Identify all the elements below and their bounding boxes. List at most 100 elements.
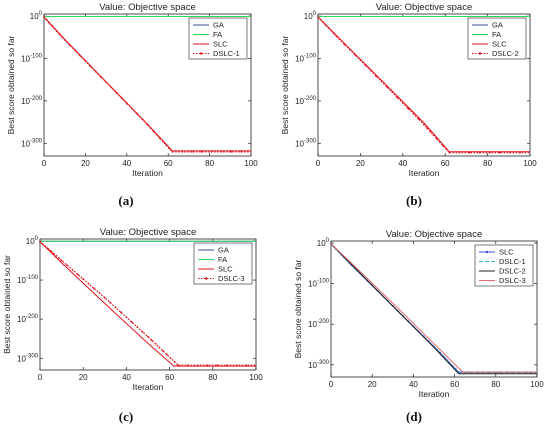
x-tick-label: 20 bbox=[356, 159, 365, 168]
x-tick-label: 40 bbox=[409, 380, 418, 389]
series-marker bbox=[110, 86, 113, 89]
series-marker bbox=[191, 150, 193, 153]
series-marker bbox=[50, 24, 53, 27]
x-tick-label: 80 bbox=[483, 159, 492, 168]
panel-caption: (c) bbox=[119, 409, 133, 424]
series-marker bbox=[52, 252, 55, 255]
series-marker bbox=[488, 151, 491, 154]
series-marker bbox=[162, 350, 165, 352]
series-marker bbox=[187, 364, 189, 367]
y-tick-label: 10-300 bbox=[21, 138, 43, 148]
series-marker bbox=[230, 150, 233, 153]
x-tick-label: 0 bbox=[316, 159, 321, 168]
series-marker bbox=[245, 364, 248, 367]
series-marker bbox=[149, 127, 152, 129]
series-marker bbox=[155, 133, 158, 136]
series-marker bbox=[39, 240, 41, 243]
series-marker bbox=[87, 282, 90, 285]
series-marker bbox=[131, 107, 133, 110]
series-marker bbox=[220, 150, 223, 153]
series-marker bbox=[114, 306, 117, 309]
legend-marker bbox=[485, 250, 489, 254]
series-marker bbox=[136, 326, 139, 328]
series-marker bbox=[125, 102, 128, 105]
series-marker bbox=[93, 287, 95, 290]
series-marker bbox=[44, 245, 47, 248]
series-marker bbox=[319, 18, 322, 21]
series-marker bbox=[240, 150, 243, 153]
chart-title: Value: Objective space bbox=[99, 2, 195, 13]
series-marker bbox=[468, 151, 471, 154]
y-tick-label: 10-200 bbox=[308, 319, 330, 329]
series-marker bbox=[48, 21, 51, 24]
y-tick-label: 10-100 bbox=[308, 279, 330, 289]
series-marker bbox=[407, 107, 409, 110]
series-line bbox=[330, 243, 537, 375]
chart-panel: Value: Objective space 0 20 40 60 80 100 100 10-… bbox=[2, 227, 263, 424]
series-marker bbox=[115, 91, 118, 94]
series-marker bbox=[47, 247, 49, 250]
y-tick-label: 10-200 bbox=[21, 96, 43, 106]
series-marker bbox=[322, 21, 325, 24]
x-tick-label: 0 bbox=[42, 159, 47, 168]
series-marker bbox=[330, 29, 333, 32]
legend-label: GA bbox=[218, 246, 229, 255]
series-marker bbox=[519, 151, 521, 154]
legend-label: DSLC-1 bbox=[499, 257, 526, 266]
series-marker bbox=[325, 24, 327, 27]
y-tick-label: 10-300 bbox=[17, 353, 39, 363]
series-marker bbox=[45, 18, 48, 21]
series-marker bbox=[442, 144, 444, 147]
series-marker bbox=[235, 364, 238, 367]
x-tick-label: 100 bbox=[249, 373, 263, 382]
legend-label: FA bbox=[218, 255, 227, 264]
x-tick-label: 60 bbox=[164, 159, 173, 168]
chart-title: Value: Objective space bbox=[100, 227, 196, 238]
series-marker bbox=[154, 342, 157, 345]
x-tick-label: 40 bbox=[122, 159, 131, 168]
legend-label: DSLC-3 bbox=[499, 276, 526, 285]
series-marker bbox=[103, 296, 106, 299]
series-marker bbox=[423, 123, 425, 126]
series-marker bbox=[61, 36, 64, 38]
series-marker bbox=[89, 65, 92, 68]
series-marker bbox=[58, 257, 60, 260]
x-tick-label: 20 bbox=[81, 159, 90, 168]
series-marker bbox=[79, 54, 82, 57]
legend-label: SLC bbox=[499, 248, 514, 257]
series-marker bbox=[412, 112, 415, 115]
legend-label: SLC bbox=[218, 265, 233, 274]
y-tick-label: 100 bbox=[304, 11, 317, 21]
y-axis-label: Best score obtained so far bbox=[293, 259, 303, 358]
series-marker bbox=[335, 35, 338, 38]
legend-marker bbox=[199, 52, 203, 55]
series-marker bbox=[136, 113, 139, 115]
series-marker bbox=[159, 137, 161, 140]
series-marker bbox=[141, 330, 144, 333]
legend-label: DSLC-1 bbox=[213, 49, 240, 58]
series-marker bbox=[60, 259, 63, 262]
series-marker bbox=[49, 250, 52, 253]
x-tick-label: 100 bbox=[523, 159, 537, 168]
series-marker bbox=[348, 48, 351, 51]
series-marker bbox=[396, 96, 399, 99]
series-marker bbox=[125, 316, 128, 319]
series-marker bbox=[71, 268, 74, 271]
series-marker bbox=[130, 321, 133, 323]
series-marker bbox=[150, 339, 153, 342]
legend-label: SLC bbox=[213, 40, 228, 49]
series-marker bbox=[225, 364, 228, 367]
series-marker bbox=[171, 150, 174, 153]
series-line bbox=[330, 243, 537, 373]
panel-caption: (d) bbox=[406, 409, 422, 424]
chart-title: Value: Objective space bbox=[386, 229, 482, 240]
series-marker bbox=[429, 130, 432, 133]
series-marker bbox=[162, 140, 164, 143]
y-tick-label: 10-200 bbox=[295, 96, 317, 106]
series-marker bbox=[147, 335, 149, 338]
series-marker bbox=[435, 137, 438, 140]
legend-label: DSLC-3 bbox=[218, 274, 245, 283]
y-tick-label: 100 bbox=[317, 238, 330, 248]
x-axis-label: Iteration bbox=[409, 168, 440, 178]
